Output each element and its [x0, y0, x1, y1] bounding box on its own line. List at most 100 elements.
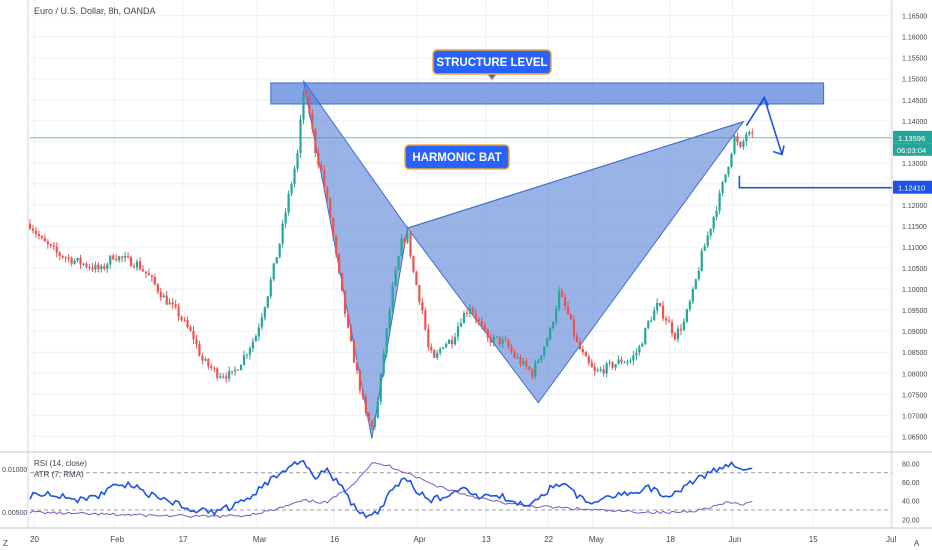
- candle-down: [308, 97, 311, 114]
- candle-up: [552, 322, 555, 329]
- candle-up: [748, 132, 751, 135]
- candle-up: [272, 263, 275, 280]
- candle-down: [572, 319, 576, 336]
- candle-up: [596, 370, 599, 372]
- atr-tick-label: 0.00500: [2, 510, 27, 517]
- candle-up: [543, 346, 546, 356]
- candle-down: [510, 347, 513, 352]
- candle-down: [352, 341, 356, 363]
- rsi-line: [29, 459, 753, 519]
- candle-up: [382, 353, 385, 374]
- indicator-pane: 80.00 60.00 40.00 20.00 0.01000 0.00500: [2, 459, 920, 524]
- candle-down: [528, 366, 531, 370]
- candle-up: [373, 417, 376, 427]
- candle-up: [638, 346, 641, 353]
- candle-up: [516, 357, 519, 359]
- candle-down: [144, 271, 148, 274]
- candle-down: [201, 355, 204, 361]
- candle-up: [442, 347, 445, 350]
- candle-up: [239, 364, 243, 371]
- price-tick-label: 1.16500: [902, 14, 927, 21]
- projection-arrowhead: [772, 145, 785, 156]
- timezone-z[interactable]: Z: [3, 539, 8, 548]
- candle-down: [679, 328, 683, 331]
- candle-down: [370, 420, 373, 427]
- candle-up: [557, 290, 561, 309]
- atr-legend: ATR (7, RMA): [34, 470, 84, 479]
- candle-down: [216, 368, 219, 378]
- candle-up: [406, 230, 409, 243]
- auto-scale-toggle[interactable]: A: [914, 539, 920, 548]
- price-tick-label: 1.14500: [902, 98, 927, 105]
- candle-up: [275, 257, 278, 264]
- candle-down: [575, 335, 579, 342]
- candle-down: [341, 272, 344, 291]
- candle-up: [682, 321, 686, 331]
- candle-up: [688, 301, 691, 310]
- candle-up: [730, 153, 733, 167]
- structure-level-rect: [270, 82, 825, 105]
- candle-up: [608, 362, 611, 364]
- candle-down: [43, 237, 46, 242]
- candle-down: [335, 236, 338, 254]
- candle-up: [82, 263, 85, 265]
- candle-down: [480, 321, 483, 326]
- candle-up: [721, 182, 724, 193]
- candle-down: [207, 359, 210, 367]
- candle-down: [28, 223, 32, 229]
- candle-up: [124, 256, 127, 258]
- pattern-leg-bd: [407, 121, 744, 229]
- candle-up: [626, 361, 629, 363]
- candle-down: [525, 360, 528, 367]
- candle-down: [314, 129, 317, 153]
- candle-down: [159, 291, 162, 298]
- candle-down: [46, 241, 49, 245]
- harmonic-bat-pattern: [302, 80, 745, 439]
- rsi-tick-label: 80.00: [902, 461, 920, 468]
- harmonic-bat-callout-box: [404, 144, 510, 170]
- candle-down: [183, 319, 186, 321]
- price-tick-label: 1.06500: [902, 434, 927, 441]
- candle-down: [222, 376, 225, 378]
- candle-down: [349, 327, 353, 342]
- harmonic-bat-callout-text: HARMONIC BAT: [412, 152, 501, 164]
- candle-down: [361, 390, 365, 398]
- candle-down: [40, 236, 43, 238]
- candle-up: [400, 238, 403, 257]
- candle-down: [141, 269, 145, 272]
- candle-up: [522, 360, 525, 365]
- candle-down: [504, 339, 507, 341]
- structure-level-callout-text: STRUCTURE LEVEL: [436, 57, 547, 69]
- candle-up: [549, 328, 552, 340]
- candle-down: [489, 337, 492, 343]
- candle-down: [433, 350, 436, 358]
- candle-down: [751, 132, 754, 134]
- time-tick-label: 16: [330, 535, 339, 544]
- candle-up: [617, 359, 620, 365]
- candle-up: [284, 212, 287, 224]
- candle-down: [418, 285, 421, 302]
- price-tick-label: 1.13000: [902, 161, 927, 168]
- candle-up: [379, 373, 382, 402]
- candle-down: [121, 256, 124, 258]
- projection-arrow-up: [759, 95, 769, 107]
- candle-down: [52, 245, 55, 247]
- price-tick-label: 1.07000: [902, 413, 927, 420]
- atr-line: [29, 462, 753, 519]
- price-tick-label: 1.11500: [902, 224, 927, 231]
- candle-down: [673, 333, 677, 340]
- candle-up: [436, 352, 439, 358]
- candle-down: [465, 313, 469, 315]
- candle-down: [739, 141, 742, 147]
- time-tick-label: Mar: [253, 535, 267, 544]
- price-tick-label: 1.09500: [902, 308, 927, 315]
- candle-up: [724, 174, 727, 183]
- time-tick-label: Jul: [886, 535, 896, 544]
- price-tick-label: 1.10500: [902, 266, 927, 273]
- candles: [28, 89, 754, 431]
- candle-up: [251, 341, 255, 349]
- candle-down: [593, 367, 596, 372]
- candle-up: [555, 308, 558, 323]
